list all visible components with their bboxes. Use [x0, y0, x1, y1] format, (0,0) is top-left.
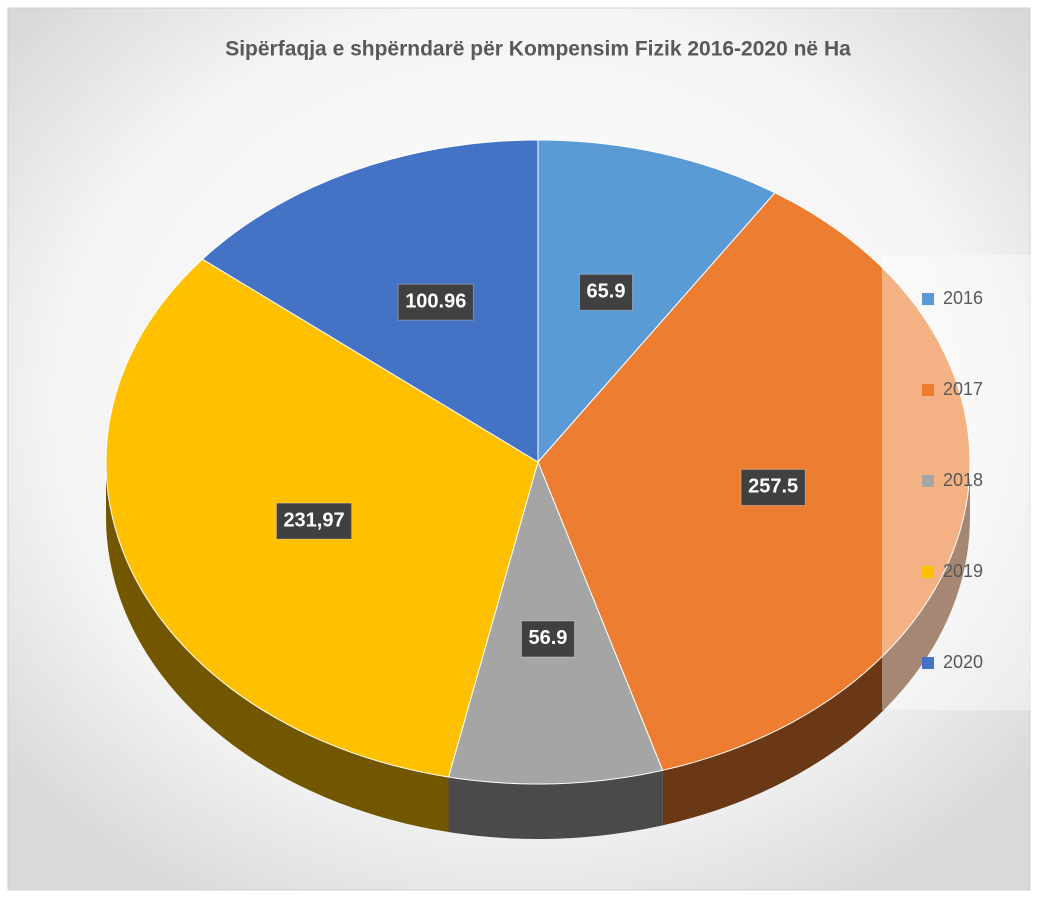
data-label-box: [275, 502, 353, 540]
legend-label: 2018: [943, 470, 983, 490]
chart-title: Sipërfaqja e shpërndarë për Kompensim Fi…: [225, 38, 851, 61]
data-label: 100.96: [405, 290, 466, 312]
data-label-box: [740, 468, 806, 506]
legend-label: 2019: [943, 561, 983, 581]
slice-side: [662, 462, 970, 826]
data-label-box: [397, 283, 474, 321]
data-label: 231,97: [283, 509, 344, 531]
data-label: 65.9: [587, 281, 626, 303]
legend-swatch: [922, 384, 934, 396]
slice-side: [448, 770, 663, 839]
pie-slice: [201, 139, 539, 463]
data-label-box: [579, 273, 633, 311]
data-label-box: [521, 620, 575, 658]
slice-side: [106, 462, 449, 833]
pie-slice: [537, 139, 776, 464]
legend-label: 2017: [943, 379, 983, 399]
legend-swatch: [922, 657, 934, 669]
data-label: 257.5: [748, 476, 798, 498]
legend-background: [882, 255, 1032, 710]
legend-swatch: [922, 475, 934, 487]
legend-label: 2020: [943, 652, 983, 672]
legend-swatch: [922, 293, 934, 305]
legend-label: 2016: [943, 288, 983, 308]
data-label: 56.9: [529, 627, 568, 649]
legend-swatch: [922, 566, 934, 578]
